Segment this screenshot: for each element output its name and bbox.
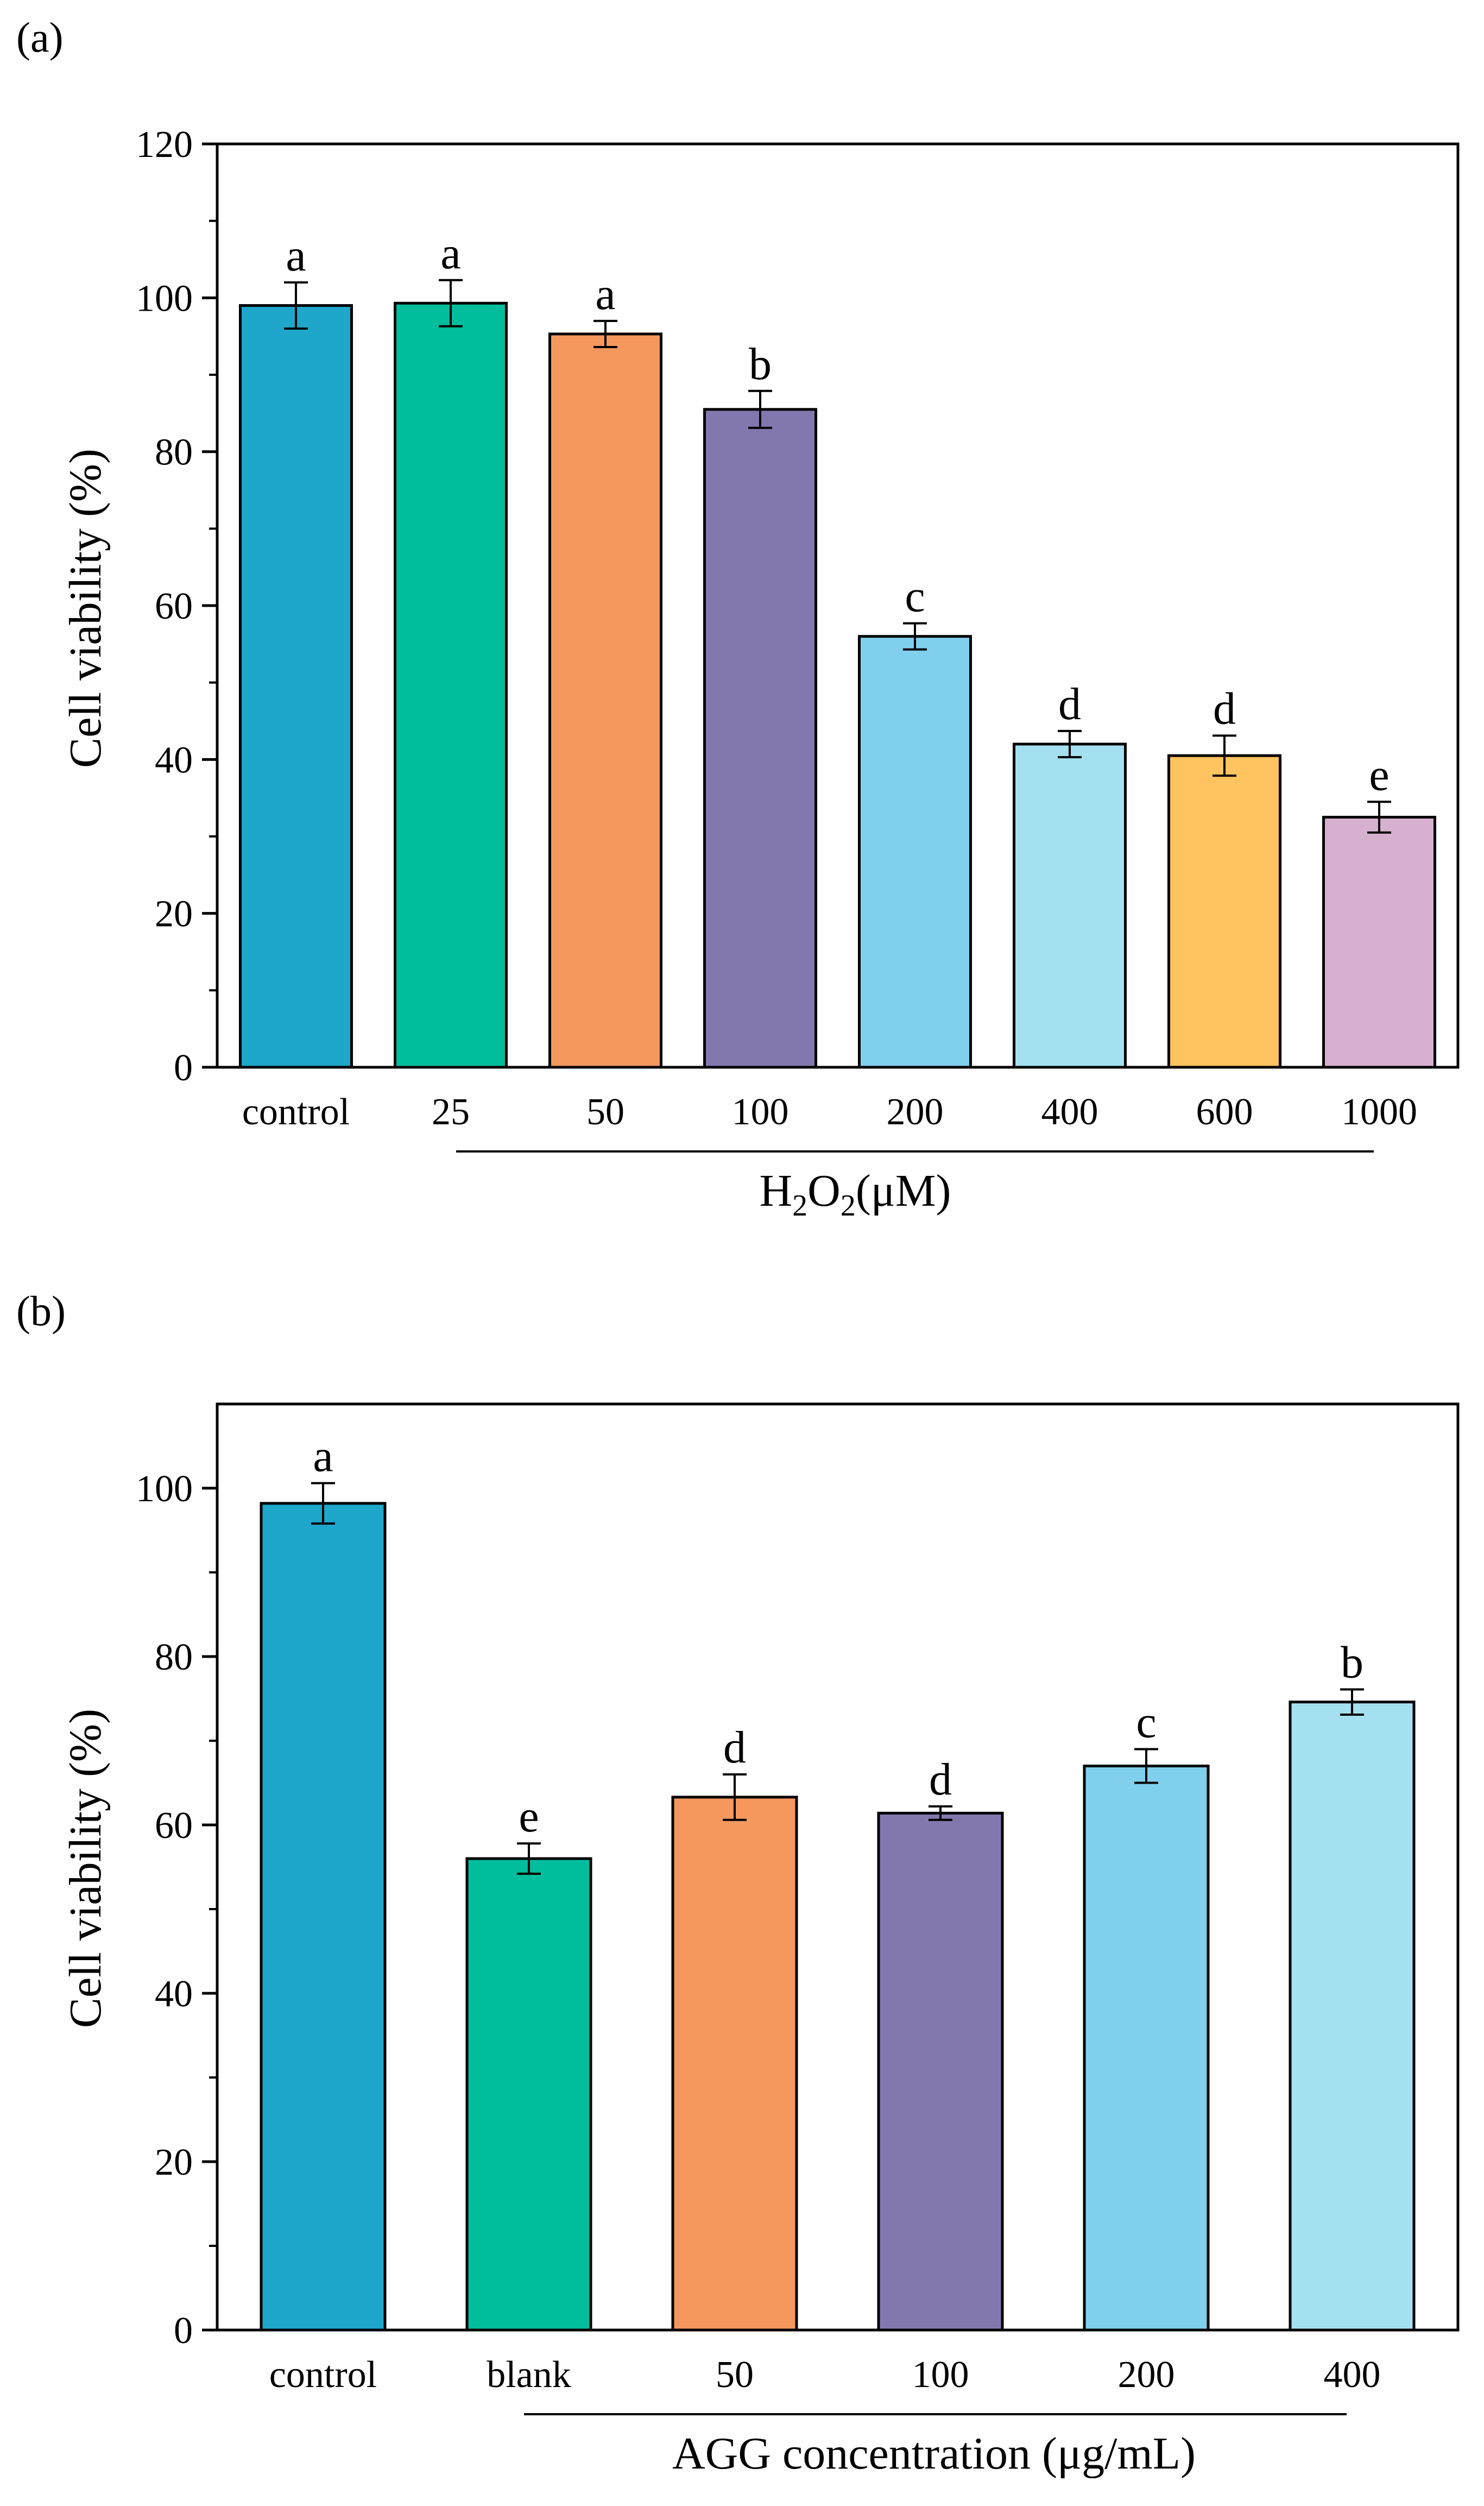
significance-label-a: a [286,230,306,281]
x-tick-label-a: 100 [732,1091,789,1133]
x-axis-title-a: H2O2(μM) [759,1166,951,1223]
bar-a [548,332,662,1069]
bar-a [1322,816,1436,1069]
y-axis-title-b: Cell viability (%) [60,1709,111,2028]
significance-label-a: a [595,269,615,319]
y-tick-label-a: 80 [155,432,193,474]
significance-label-b: e [519,1791,539,1842]
x-tick-label-a: 25 [432,1091,470,1133]
x-tick-label-a: 600 [1196,1091,1253,1133]
y-tick-label-b: 80 [155,1636,193,1678]
significance-label-b: d [929,1754,952,1805]
x-tick-label-a: 1000 [1341,1091,1417,1133]
y-tick-label-a: 120 [136,124,193,166]
panel-a: (a) 0 20 40 60 80 100 120 a control a 25 a 50 b 100 c 20… [16,14,1460,1223]
y-tick-label-a: 0 [174,1047,193,1089]
bar-b [877,1811,1004,2332]
x-axis-title-b: AGG concentration (μg/mL) [672,2428,1196,2479]
x-axis-title-a-text: H2O2(μM) [759,1166,951,1223]
bar-b [260,1502,387,2332]
y-tick-label-b: 20 [155,2142,193,2183]
significance-label-a: d [1058,679,1081,729]
x-tick-label-b: blank [487,2354,571,2396]
bar-a [239,304,353,1069]
significance-label-a: c [905,571,925,622]
panel-a-label: (a) [16,14,64,61]
x-tick-label-a: 400 [1041,1091,1098,1133]
panel-b: (b) 0 20 40 60 80 100 a control e blank d 50 d 100 c 20… [16,1287,1460,2479]
plot-frame-b [216,1402,1460,2332]
y-tick-label-b: 0 [174,2310,193,2352]
x-tick-label-b: control [269,2354,377,2396]
y-axis-title-a: Cell viability (%) [60,449,111,768]
bar-b [465,1857,592,2332]
bar-b [671,1796,798,2332]
x-tick-label-b: 200 [1118,2354,1175,2396]
y-tick-label-b: 60 [155,1805,193,1847]
y-tick-label-a: 20 [155,893,193,935]
significance-label-b: a [313,1431,333,1482]
bar-b [1289,1701,1416,2332]
y-tick-label-b: 40 [155,1973,193,2015]
significance-label-a: e [1369,750,1389,800]
bar-a [1167,754,1281,1069]
significance-label-a: a [440,228,460,279]
x-tick-label-b: 50 [716,2354,754,2396]
bar-a [858,635,972,1069]
significance-label-b: c [1136,1697,1156,1748]
x-tick-label-b: 100 [912,2354,969,2396]
x-tick-label-a: control [242,1091,350,1133]
plot-b: 0 20 40 60 80 100 a control e blank d 50 d 100 c 200 b 40… [136,1402,1460,2415]
plot-a: 0 20 40 60 80 100 120 a control a 25 a 50 b 100 c 200 d 40… [136,124,1460,1153]
bar-a [1013,742,1127,1069]
bar-a [703,408,817,1069]
panel-b-label: (b) [16,1287,66,1334]
x-axis-title-b-text: AGG concentration (μg/mL) [672,2428,1196,2479]
bar-b [1083,1765,1210,2332]
significance-label-a: b [749,339,772,389]
significance-label-b: d [723,1722,746,1773]
y-tick-label-b: 100 [136,1468,193,1510]
y-tick-label-a: 40 [155,739,193,781]
x-tick-label-b: 400 [1324,2354,1381,2396]
y-tick-label-a: 100 [136,278,193,319]
bar-a [394,301,508,1069]
x-tick-label-a: 200 [887,1091,944,1133]
significance-label-a: d [1213,683,1236,734]
y-tick-label-a: 60 [155,585,193,627]
x-tick-label-a: 50 [586,1091,624,1133]
significance-label-b: b [1341,1637,1363,1688]
